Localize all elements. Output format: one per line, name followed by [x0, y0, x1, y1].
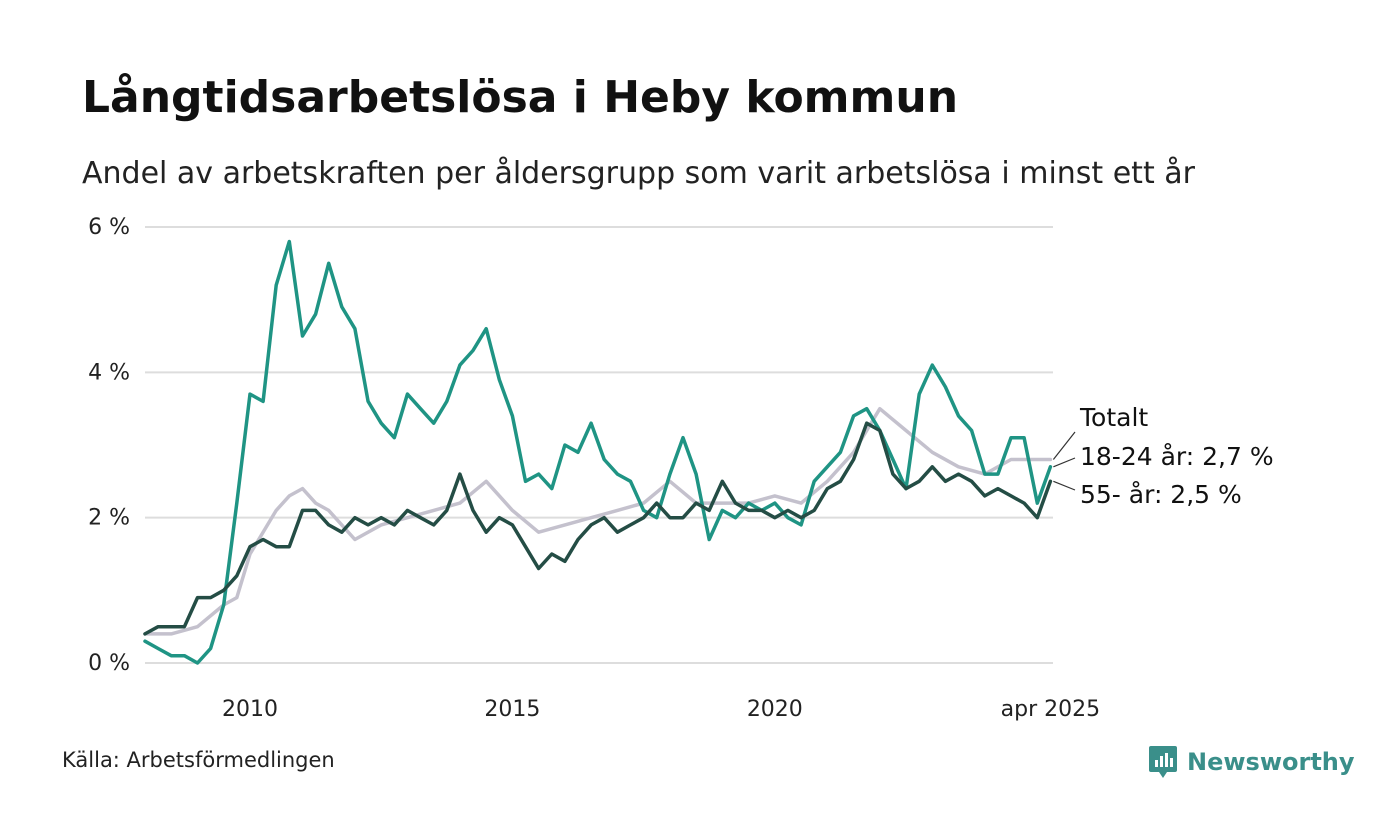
leader-line-youth [1053, 457, 1076, 468]
end-label-total: Totalt [1079, 403, 1148, 432]
y-tick-label: 2 % [88, 506, 130, 531]
leader-line-senior [1053, 480, 1076, 491]
x-tick-label: 2020 [747, 697, 803, 722]
y-tick-label: 0 % [88, 651, 130, 676]
brand-name: Newsworthy [1187, 748, 1355, 776]
series-line-total [143, 406, 1053, 636]
end-label-youth: 18-24 år: 2,7 % [1080, 442, 1274, 471]
series-line-youth [143, 239, 1053, 665]
y-tick-label: 4 % [88, 360, 130, 385]
bar-chart-badge-icon [1149, 746, 1177, 778]
line-chart: 0 % 2 % 4 % 6 % 2010 2015 2020 apr 2025 Totalt 18… [88, 215, 1274, 722]
series-line-senior [143, 421, 1053, 636]
x-tick-label: 2010 [222, 697, 278, 722]
brand-logo: Newsworthy [1148, 744, 1355, 780]
leader-line-total [1052, 431, 1076, 460]
chart-subtitle: Andel av arbetskraften per åldersgrupp s… [82, 156, 1195, 191]
x-tick-label: apr 2025 [1001, 697, 1100, 722]
chart-title: Långtidsarbetslösa i Heby kommun [82, 72, 959, 123]
y-tick-label: 6 % [88, 215, 130, 240]
x-tick-label: 2015 [484, 697, 540, 722]
source-note: Källa: Arbetsförmedlingen [62, 748, 335, 772]
end-label-senior: 55- år: 2,5 % [1080, 480, 1242, 509]
